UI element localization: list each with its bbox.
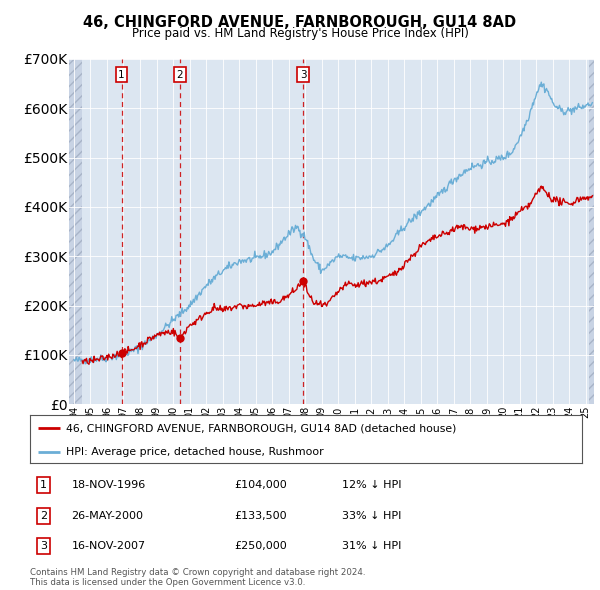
Text: 26-MAY-2000: 26-MAY-2000 bbox=[71, 511, 143, 520]
Text: £250,000: £250,000 bbox=[234, 541, 287, 551]
Text: 2: 2 bbox=[176, 70, 183, 80]
Bar bbox=[589, 59, 594, 404]
Text: 1: 1 bbox=[118, 70, 125, 80]
Text: £104,000: £104,000 bbox=[234, 480, 287, 490]
Text: 46, CHINGFORD AVENUE, FARNBOROUGH, GU14 8AD: 46, CHINGFORD AVENUE, FARNBOROUGH, GU14 … bbox=[83, 15, 517, 30]
Text: 18-NOV-1996: 18-NOV-1996 bbox=[71, 480, 146, 490]
Text: 31% ↓ HPI: 31% ↓ HPI bbox=[342, 541, 401, 551]
Text: 2: 2 bbox=[40, 511, 47, 520]
Bar bbox=[69, 59, 82, 404]
Text: 12% ↓ HPI: 12% ↓ HPI bbox=[342, 480, 401, 490]
Text: 1: 1 bbox=[40, 480, 47, 490]
Text: 16-NOV-2007: 16-NOV-2007 bbox=[71, 541, 146, 551]
Text: 3: 3 bbox=[40, 541, 47, 551]
Text: Contains HM Land Registry data © Crown copyright and database right 2024.
This d: Contains HM Land Registry data © Crown c… bbox=[30, 568, 365, 587]
Text: 46, CHINGFORD AVENUE, FARNBOROUGH, GU14 8AD (detached house): 46, CHINGFORD AVENUE, FARNBOROUGH, GU14 … bbox=[66, 423, 456, 433]
Text: 3: 3 bbox=[300, 70, 307, 80]
Text: 33% ↓ HPI: 33% ↓ HPI bbox=[342, 511, 401, 520]
Text: £133,500: £133,500 bbox=[234, 511, 287, 520]
Text: Price paid vs. HM Land Registry's House Price Index (HPI): Price paid vs. HM Land Registry's House … bbox=[131, 27, 469, 40]
Text: HPI: Average price, detached house, Rushmoor: HPI: Average price, detached house, Rush… bbox=[66, 447, 323, 457]
